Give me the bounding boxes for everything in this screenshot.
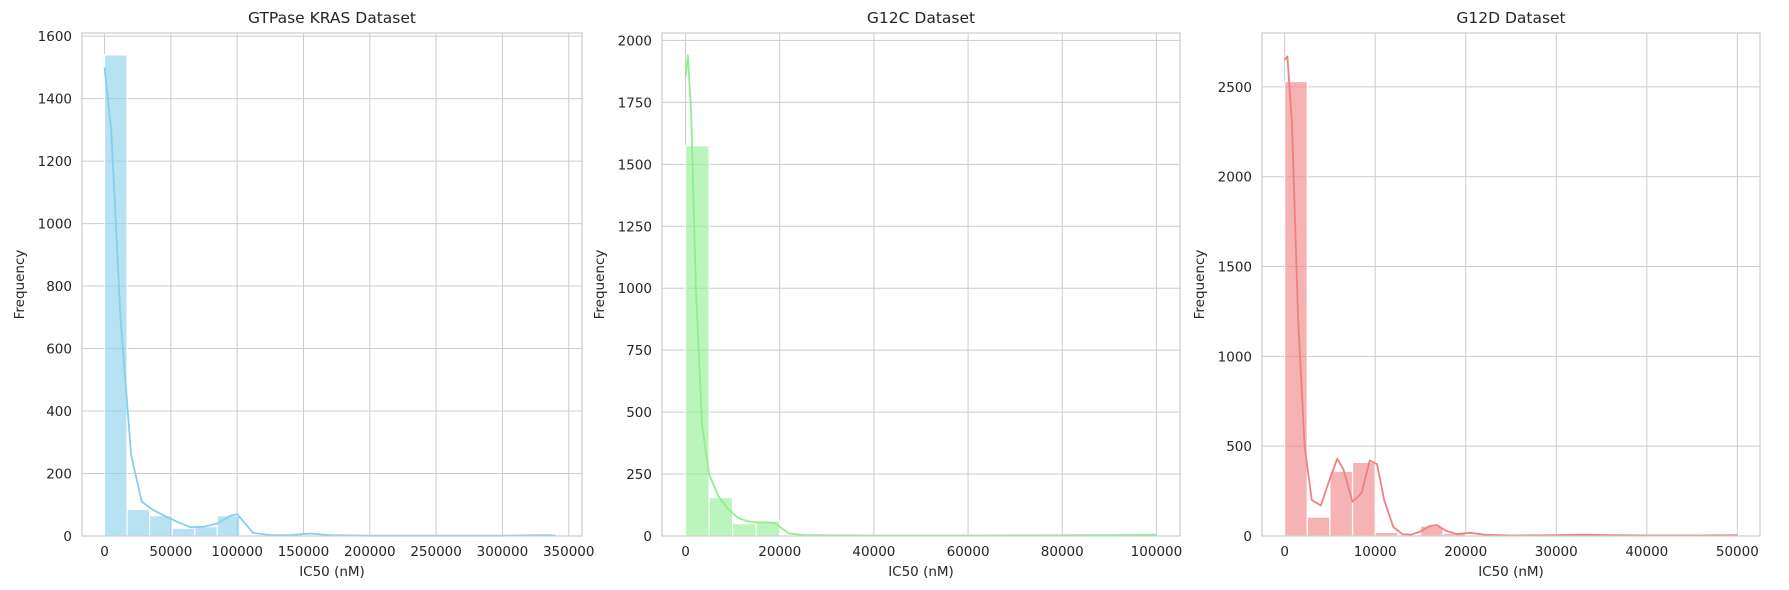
x-tick-label: 60000 — [947, 544, 990, 560]
y-tick-label: 1000 — [618, 281, 652, 297]
x-tick-label: 50000 — [1716, 544, 1759, 560]
y-tick-label: 250 — [626, 467, 652, 483]
kde-curve — [103, 67, 556, 537]
x-tick-label: 0 — [681, 544, 690, 560]
y-tick-label: 0 — [63, 529, 72, 545]
chart-title: G12D Dataset — [1456, 9, 1565, 27]
y-tick-label: 0 — [643, 529, 652, 545]
x-tick-label: 20000 — [758, 544, 801, 560]
x-axis-label: IC50 (nM) — [888, 564, 954, 580]
y-tick-label: 500 — [1226, 439, 1252, 455]
y-tick-label: 1200 — [38, 154, 72, 170]
y-axis-label: Frequency — [12, 250, 28, 320]
y-tick-label: 1500 — [1218, 260, 1252, 276]
chart-panel-3: 0 10000 20000 30000 40000 50000 0 500 1000 1500 20… — [1192, 9, 1761, 580]
kde-curve — [684, 54, 1157, 537]
x-tick-label: 20000 — [1444, 544, 1487, 560]
y-tick-label: 1000 — [1218, 349, 1252, 365]
axes-frame — [1261, 32, 1761, 537]
x-tick-label: 80000 — [1041, 544, 1084, 560]
x-tick-label: 100000 — [211, 544, 263, 560]
y-tick-label: 2500 — [1218, 80, 1252, 96]
histogram-bar — [126, 508, 151, 537]
histogram-bar — [1306, 516, 1331, 537]
histogram-bar — [194, 526, 218, 537]
x-tick-label: 250000 — [410, 544, 462, 560]
y-tick-label: 2000 — [618, 33, 652, 49]
histogram-bar — [103, 54, 128, 537]
y-tick-label: 500 — [626, 405, 652, 421]
y-tick-label: 800 — [46, 279, 72, 295]
x-tick-label: 150000 — [278, 544, 330, 560]
chart-panel-2: 0 20000 40000 60000 80000 100000 0 250 500 750 100… — [592, 9, 1182, 580]
y-tick-label: 1750 — [618, 95, 652, 111]
x-tick-label: 10000 — [1354, 544, 1397, 560]
x-tick-label: 50000 — [149, 544, 192, 560]
y-tick-label: 750 — [626, 343, 652, 359]
y-axis-label: Frequency — [592, 250, 608, 320]
histogram-bar — [708, 496, 734, 537]
y-tick-label: 0 — [1243, 529, 1252, 545]
x-tick-label: 350000 — [543, 544, 595, 560]
x-tick-label: 0 — [1280, 544, 1289, 560]
y-tick-label: 1250 — [618, 219, 652, 235]
y-tick-label: 1000 — [38, 217, 72, 233]
x-tick-label: 0 — [100, 544, 109, 560]
y-tick-label: 1600 — [38, 29, 72, 45]
y-tick-label: 1400 — [38, 92, 72, 108]
y-tick-label: 200 — [46, 467, 72, 483]
x-tick-label: 300000 — [477, 544, 529, 560]
y-tick-label: 400 — [46, 404, 72, 420]
x-tick-label: 40000 — [1625, 544, 1668, 560]
x-tick-label: 200000 — [344, 544, 396, 560]
y-axis-label: Frequency — [1192, 250, 1208, 320]
axes-frame — [661, 32, 1181, 537]
x-tick-label: 30000 — [1535, 544, 1578, 560]
y-tick-label: 1500 — [618, 157, 652, 173]
chart-title: G12C Dataset — [867, 9, 975, 27]
y-tick-label: 2000 — [1218, 170, 1252, 186]
histogram-bar — [732, 523, 757, 537]
histogram-bar — [1329, 470, 1354, 537]
x-tick-label: 40000 — [852, 544, 895, 560]
kde-curve — [1283, 55, 1738, 537]
x-axis-label: IC50 (nM) — [1478, 564, 1544, 580]
y-tick-label: 600 — [46, 342, 72, 358]
x-axis-label: IC50 (nM) — [299, 564, 365, 580]
histogram-bar — [171, 527, 196, 537]
chart-panel-1: 0 50000 100000 150000 200000 250000 300000 3500… — [12, 9, 595, 580]
chart-title: GTPase KRAS Dataset — [248, 9, 416, 27]
axes-frame — [81, 32, 583, 537]
histogram-bar — [1284, 80, 1308, 537]
histogram-bar — [216, 515, 241, 537]
histogram-bar — [684, 145, 710, 537]
x-tick-label: 100000 — [1131, 544, 1183, 560]
